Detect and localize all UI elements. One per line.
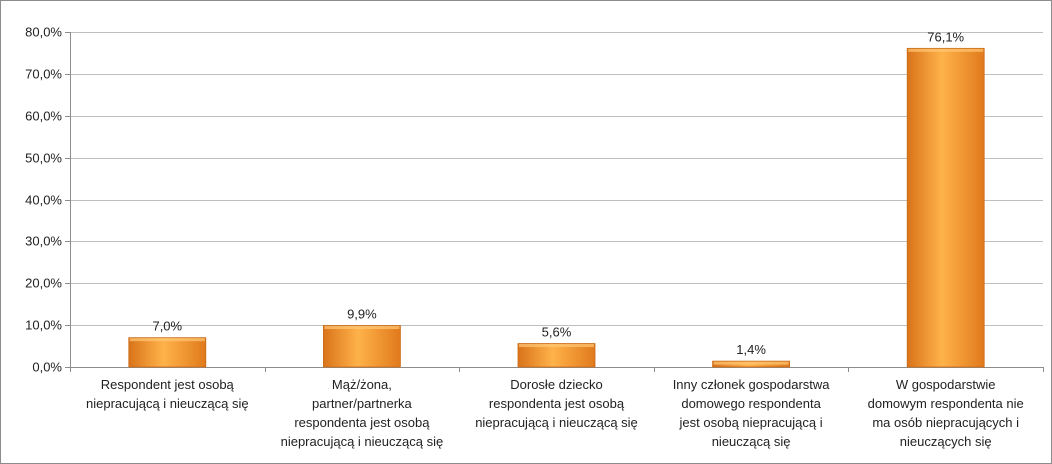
y-tick-label: 10,0%: [25, 318, 62, 333]
category-label-line: partner/partnerka: [312, 396, 412, 411]
category-label: Dorosłe dziecko respondenta jest osobą nie…: [475, 377, 638, 430]
category-label-line: respondenta jest osobą: [489, 396, 625, 411]
bar: [322, 325, 401, 368]
bars: [128, 47, 985, 368]
category-label-line: Respondent jest osobą: [101, 377, 235, 392]
category-label: Respondent jest osobą niepracującą i nieu…: [86, 377, 249, 411]
category-label-line: niepracującą i nieuczącą się: [86, 396, 249, 411]
bar-highlight: [908, 48, 984, 52]
bar: [906, 47, 985, 368]
y-tick-label: 50,0%: [25, 151, 62, 166]
bar: [517, 343, 596, 368]
y-tick-label: 0,0%: [32, 360, 62, 375]
category-label-line: Dorosłe dziecko: [510, 377, 603, 392]
y-tick-label: 40,0%: [25, 193, 62, 208]
data-label: 76,1%: [927, 29, 964, 44]
category-label-line: domowego respondenta: [681, 396, 821, 411]
data-label: 7,0%: [152, 319, 182, 334]
axes: 0,0% 10,0% 20,0% 30,0% 40,0% 50,0% 60,0% 70,0% 8…: [25, 25, 1044, 375]
category-label-line: nieuczących się: [900, 434, 992, 449]
bar: [128, 337, 207, 368]
category-label-line: Inny członek gospodarstwa: [673, 377, 831, 392]
y-tick-label: 60,0%: [25, 109, 62, 124]
category-label-line: respondenta jest osobą: [294, 415, 430, 430]
data-labels: 7,0% 9,9% 5,6% 1,4% 76,1%: [152, 29, 964, 357]
category-label-line: domowym respondenta nie: [868, 396, 1024, 411]
category-labels: Respondent jest osobą niepracującą i nieu…: [86, 377, 1024, 449]
category-label-line: W gospodarstwie: [896, 377, 996, 392]
category-label-line: Mąż/żona,: [332, 377, 392, 392]
category-label-line: ma osób niepracujących i: [872, 415, 1019, 430]
category-label-line: niepracującą i nieuczącą się: [475, 415, 638, 430]
y-tick-label: 80,0%: [25, 25, 62, 40]
category-label: Mąż/żona, partner/partnerka respondenta je…: [281, 377, 444, 449]
y-tick-label: 30,0%: [25, 234, 62, 249]
y-tick-label: 20,0%: [25, 276, 62, 291]
bar-highlight: [129, 338, 205, 342]
bar-highlight: [519, 344, 594, 348]
category-label: W gospodarstwie domowym respondenta nie ma…: [868, 377, 1024, 449]
category-label-line: niepracującą i nieuczącą się: [281, 434, 444, 449]
gridlines: [70, 32, 1043, 326]
data-label: 5,6%: [542, 325, 572, 340]
category-label-line: nieuczącą się: [712, 434, 791, 449]
y-tick-label: 70,0%: [25, 67, 62, 82]
data-label: 9,9%: [347, 307, 377, 322]
bar-highlight: [324, 326, 400, 330]
category-label: Inny członek gospodarstwa domowego respon…: [673, 377, 831, 449]
category-label-line: jest osobą niepracującą i: [679, 415, 823, 430]
data-label: 1,4%: [736, 342, 766, 357]
bar-highlight: [713, 361, 789, 365]
